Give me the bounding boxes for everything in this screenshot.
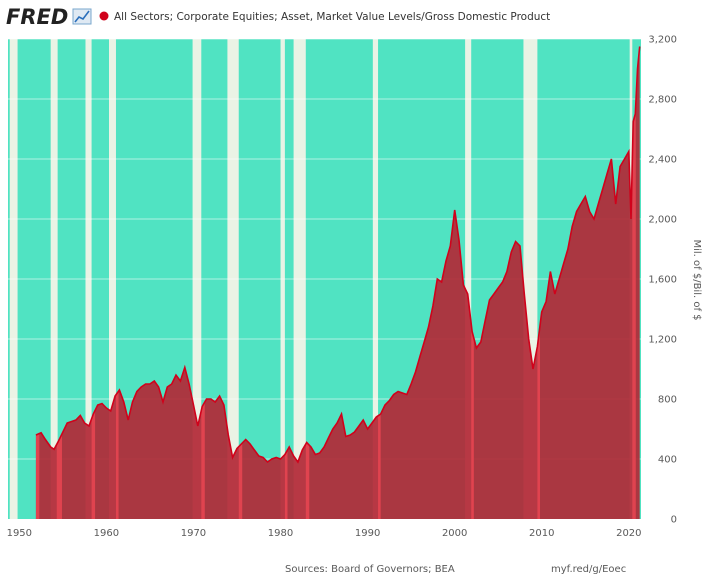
series-line	[35, 46, 641, 464]
footer-sources: Sources: Board of Governors; BEA	[285, 564, 455, 575]
series-title: All Sectors; Corporate Equities; Asset, …	[114, 11, 550, 23]
series-area	[35, 46, 640, 519]
fred-chart-icon	[72, 8, 92, 25]
x-tick-label: 1990	[355, 528, 380, 539]
y-tick-label: 0	[671, 515, 677, 526]
x-tick-label: 1970	[181, 528, 206, 539]
y-tick-label: 2,800	[648, 95, 677, 106]
y-axis-label: Mil. of $/Bil. of $	[691, 239, 702, 320]
x-axis-ticks: 1950 1960 1970 1980 1990 2000 2010 2020	[7, 528, 642, 539]
fred-brand-text: FRED	[6, 5, 68, 29]
y-tick-label: 3,200	[648, 35, 677, 46]
y-tick-label: 2,000	[648, 215, 677, 226]
x-tick-label: 1960	[94, 528, 119, 539]
y-tick-label: 800	[658, 395, 677, 406]
x-tick-label: 2000	[442, 528, 467, 539]
x-tick-label: 1950	[7, 528, 32, 539]
x-tick-label: 2020	[616, 528, 641, 539]
y-tick-label: 2,400	[648, 155, 677, 166]
y-axis-ticks: 0 400 800 1,200 1,600 2,000 2,400 2,800 3,200	[648, 35, 677, 526]
fred-logo[interactable]: FRED	[6, 5, 92, 29]
series-group	[35, 46, 640, 519]
y-tick-label: 1,600	[648, 275, 677, 286]
y-tick-label: 400	[658, 455, 677, 466]
footer-link[interactable]: myf.red/g/Eoec	[551, 564, 626, 575]
x-tick-label: 1980	[268, 528, 293, 539]
series-line-group	[35, 46, 641, 464]
series-marker-icon	[99, 11, 109, 21]
y-tick-label: 1,200	[648, 335, 677, 346]
highlight-band	[632, 46, 636, 519]
x-tick-label: 2010	[529, 528, 554, 539]
